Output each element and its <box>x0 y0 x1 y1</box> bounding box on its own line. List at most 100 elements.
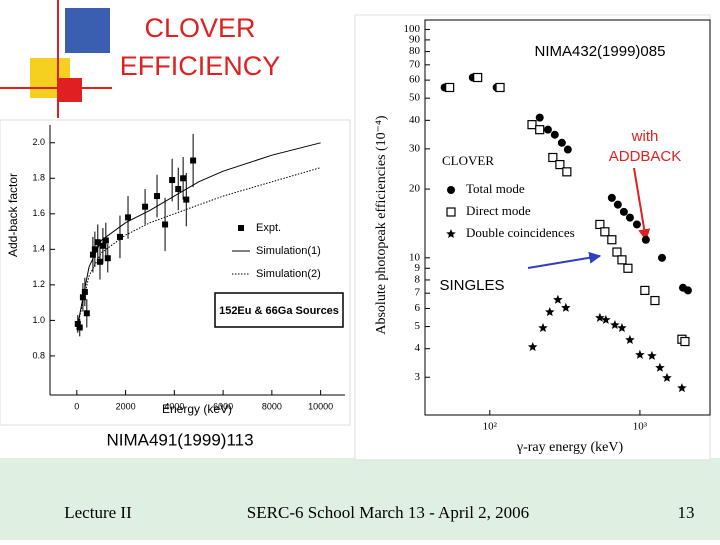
marker <box>190 157 197 164</box>
marker <box>89 251 96 258</box>
marker <box>650 295 660 306</box>
marker <box>641 235 650 244</box>
footer-text: Lecture II <box>64 503 132 522</box>
y-axis-label: Absolute photopeak efficiencies (10⁻⁴) <box>374 115 389 335</box>
reference: NIMA491(1999)113 <box>106 430 253 449</box>
marker <box>612 247 622 257</box>
y-tick-label: 80 <box>409 45 421 57</box>
marker <box>623 263 633 273</box>
y-tick-label: 7 <box>415 287 421 299</box>
deco-square <box>58 78 82 102</box>
line <box>76 167 321 330</box>
x-tick-label: 4000 <box>164 401 184 411</box>
annotation: SINGLES <box>439 277 504 294</box>
marker <box>154 193 161 200</box>
legend-swatch <box>446 207 456 217</box>
marker <box>538 323 548 332</box>
marker <box>657 253 666 262</box>
annotation: with <box>631 128 659 145</box>
y-tick-label: 20 <box>409 183 421 195</box>
marker <box>635 349 645 359</box>
y-tick-label: 70 <box>409 58 421 70</box>
source-label: 152Eu & 66Ga Sources <box>219 305 339 317</box>
marker <box>619 207 628 216</box>
footer-band <box>0 458 720 540</box>
marker <box>555 159 565 170</box>
legend-label: Simulation(1) <box>256 245 321 257</box>
legend-label: Total mode <box>466 181 525 196</box>
y-tick-label: 1.4 <box>32 244 45 254</box>
legend-swatch <box>447 186 455 194</box>
arrow <box>527 251 602 269</box>
x-axis-label: Energy (keV) <box>162 402 232 416</box>
right-figure <box>354 14 711 461</box>
marker <box>104 255 111 262</box>
marker <box>162 221 169 228</box>
annotation: ADDBACK <box>609 148 682 165</box>
x-axis-label: γ-ray energy (keV) <box>516 440 624 455</box>
marker <box>601 314 611 324</box>
line <box>76 142 321 330</box>
marker <box>655 362 665 372</box>
marker <box>600 227 610 237</box>
marker <box>677 383 687 393</box>
marker <box>535 113 544 122</box>
marker <box>607 235 617 245</box>
marker <box>445 82 455 93</box>
marker <box>557 138 566 147</box>
marker <box>617 255 627 265</box>
marker <box>662 372 672 382</box>
marker <box>543 125 552 134</box>
marker <box>545 307 555 317</box>
marker <box>175 185 182 192</box>
marker <box>607 193 616 202</box>
legend-title: CLOVER <box>442 153 494 168</box>
x-tick-label: 10³ <box>633 421 648 433</box>
marker <box>613 200 622 209</box>
y-tick-label: 100 <box>404 23 421 35</box>
marker <box>632 220 641 229</box>
y-tick-label: 30 <box>409 142 421 154</box>
marker <box>116 233 123 240</box>
marker <box>535 125 545 135</box>
marker <box>99 242 106 249</box>
marker <box>680 336 690 347</box>
x-tick-label: 8000 <box>262 401 282 411</box>
marker <box>595 219 605 230</box>
marker <box>562 167 572 177</box>
y-tick-label: 3 <box>415 371 421 383</box>
marker <box>102 237 109 244</box>
y-tick-label: 40 <box>409 114 421 126</box>
marker <box>553 294 563 304</box>
marker <box>142 203 149 210</box>
marker <box>561 302 571 312</box>
y-tick-label: 1.6 <box>32 208 45 218</box>
x-tick-label: 2000 <box>116 401 136 411</box>
legend-label: Double coincidences <box>466 225 575 240</box>
plot-frame <box>424 19 711 416</box>
y-tick-label: 1.2 <box>32 279 45 289</box>
y-tick-label: 90 <box>409 33 421 45</box>
marker <box>473 72 483 83</box>
y-axis-label: Add-back factor <box>6 173 20 257</box>
y-tick-label: 2.0 <box>32 137 45 147</box>
y-tick-label: 50 <box>409 92 421 104</box>
marker <box>548 152 558 163</box>
marker <box>169 177 176 184</box>
marker <box>125 214 132 221</box>
marker <box>81 288 88 295</box>
marker <box>595 312 605 322</box>
x-tick-label: 0 <box>74 401 79 411</box>
arrow <box>633 167 651 242</box>
legend-label: Simulation(2) <box>256 268 321 280</box>
y-tick-label: 4 <box>415 342 421 354</box>
legend-swatch <box>238 225 244 231</box>
x-tick-label: 6000 <box>213 401 233 411</box>
marker <box>495 82 505 93</box>
legend-label: Expt. <box>256 222 281 234</box>
marker <box>91 246 98 253</box>
marker <box>683 286 692 295</box>
y-tick-label: 1.8 <box>32 173 45 183</box>
